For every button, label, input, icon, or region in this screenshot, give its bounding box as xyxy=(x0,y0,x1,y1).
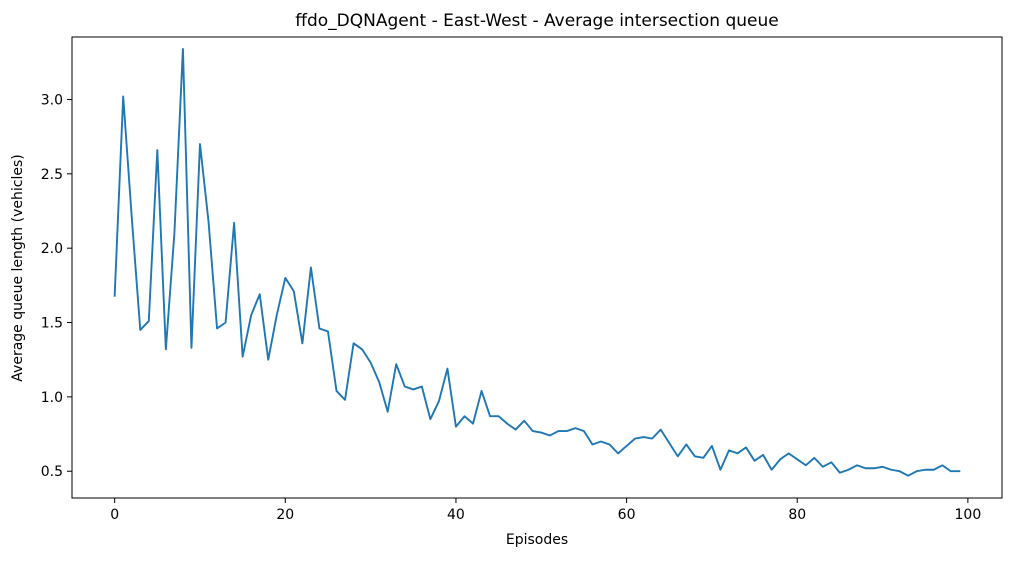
x-axis: 0 20 40 60 80 100 xyxy=(110,498,981,523)
y-tick-label: 2.5 xyxy=(41,167,63,183)
plot-frame xyxy=(71,36,1003,499)
x-axis-label: Episodes xyxy=(506,532,568,548)
x-tick-label: 60 xyxy=(618,507,636,523)
x-tick-label: 40 xyxy=(447,507,465,523)
chart-title: ffdo_DQNAgent - East-West - Average inte… xyxy=(295,11,778,31)
x-tick-label: 20 xyxy=(276,507,294,523)
plot-area xyxy=(71,36,1003,499)
y-tick-label: 1.5 xyxy=(41,316,63,332)
y-tick-label: 2.0 xyxy=(41,241,63,257)
y-axis: 0.5 1.0 1.5 2.0 2.5 3.0 xyxy=(41,92,72,480)
series-layer xyxy=(113,47,961,477)
y-tick-label: 1.0 xyxy=(41,390,63,406)
x-tick-label: 100 xyxy=(955,507,982,523)
y-tick-label: 0.5 xyxy=(41,464,63,480)
x-tick-label: 0 xyxy=(110,507,119,523)
y-tick-label: 3.0 xyxy=(41,92,63,108)
series-line xyxy=(113,47,961,477)
x-tick-label: 80 xyxy=(788,507,806,523)
y-axis-label: Average queue length (vehicles) xyxy=(10,154,26,381)
